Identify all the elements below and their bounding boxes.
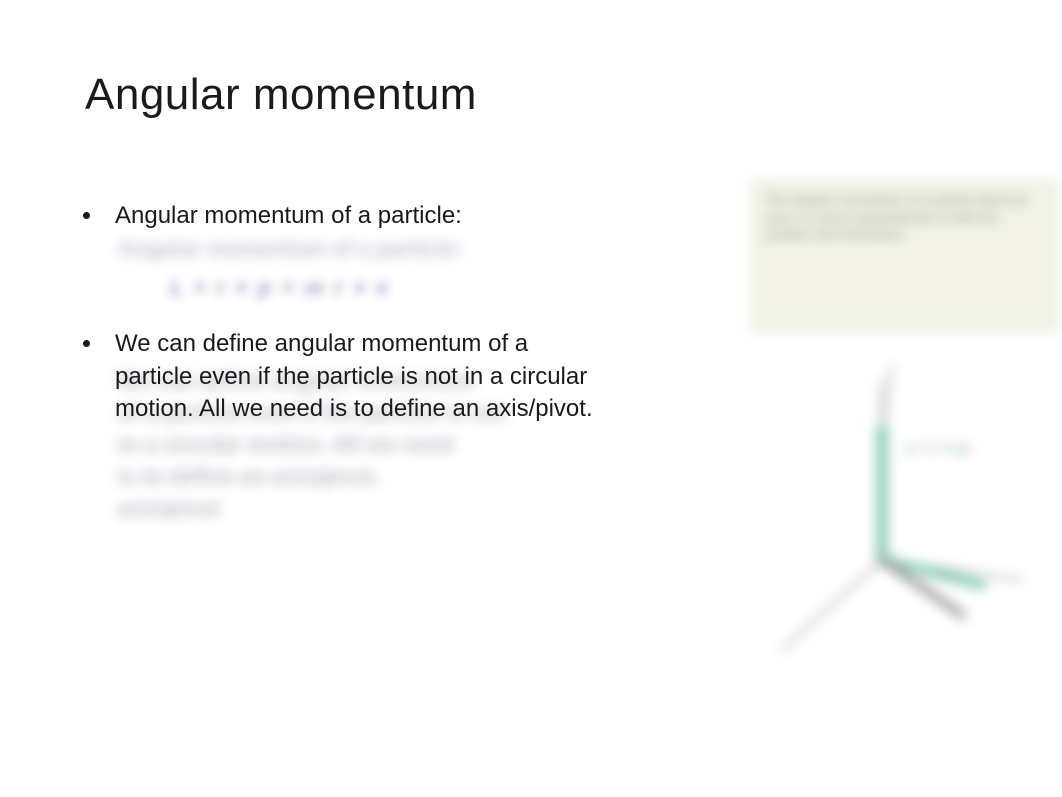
- bullet-list: Angular momentum of a particle: We can d…: [75, 200, 605, 462]
- bullet-item: Angular momentum of a particle:: [75, 200, 605, 292]
- bullet-item: We can define angular momentum of a part…: [75, 328, 605, 425]
- slide: Angular momentum Angular momentum of a p…: [0, 0, 1062, 797]
- ghost-text: axis/pivot: [118, 496, 219, 522]
- figure-blurred: The angular momentum of a particle about…: [712, 180, 1052, 700]
- ghost-text: is to define an axis/pivot.: [118, 464, 380, 490]
- slide-title: Angular momentum: [85, 70, 477, 120]
- vector-label: L = r × p: [907, 440, 969, 458]
- figure-axes: L = r × p: [732, 350, 1032, 670]
- bullet-text: We can define angular momentum of a part…: [115, 330, 593, 422]
- figure-callout: The angular momentum of a particle about…: [752, 180, 1058, 332]
- bullet-text: Angular momentum of a particle:: [115, 202, 462, 229]
- axes-svg: [732, 350, 1032, 670]
